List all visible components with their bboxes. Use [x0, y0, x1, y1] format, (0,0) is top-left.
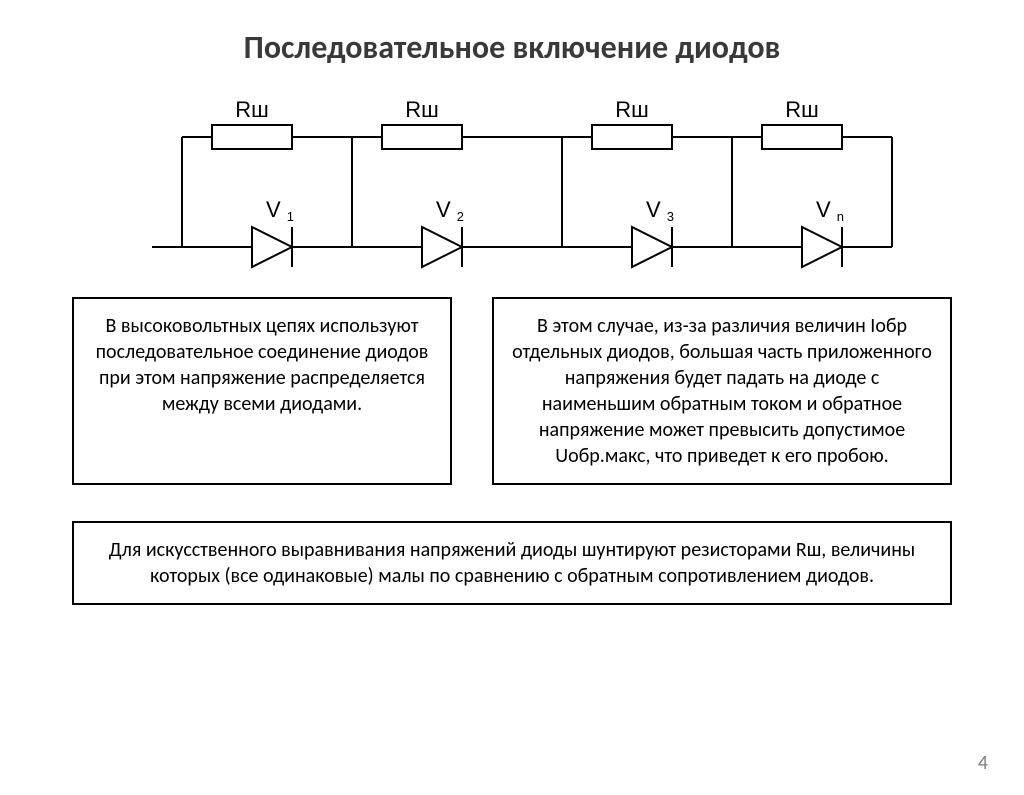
circuit-diagram: Rш Rш Rш Rш V1 V2 V3 Vn	[122, 77, 902, 277]
svg-text:Vn: Vn	[816, 197, 844, 224]
page-number: 4	[978, 751, 988, 775]
textbox-left: В высоковольтных цепях используют послед…	[72, 297, 452, 485]
svg-text:V2: V2	[436, 197, 464, 224]
svg-text:Rш: Rш	[785, 97, 819, 122]
textbox-right: В этом случае, из-за различия величин Iо…	[492, 297, 952, 485]
svg-text:Rш: Rш	[235, 97, 269, 122]
slide-title: Последовательное включение диодов	[0, 28, 1024, 67]
svg-text:V1: V1	[266, 197, 294, 224]
textbox-bottom: Для искусственного выравнивания напряжен…	[72, 521, 952, 605]
svg-text:V3: V3	[646, 197, 674, 224]
svg-text:Rш: Rш	[405, 97, 439, 122]
textbox-row: В высоковольтных цепях используют послед…	[72, 297, 952, 485]
svg-text:Rш: Rш	[615, 97, 649, 122]
